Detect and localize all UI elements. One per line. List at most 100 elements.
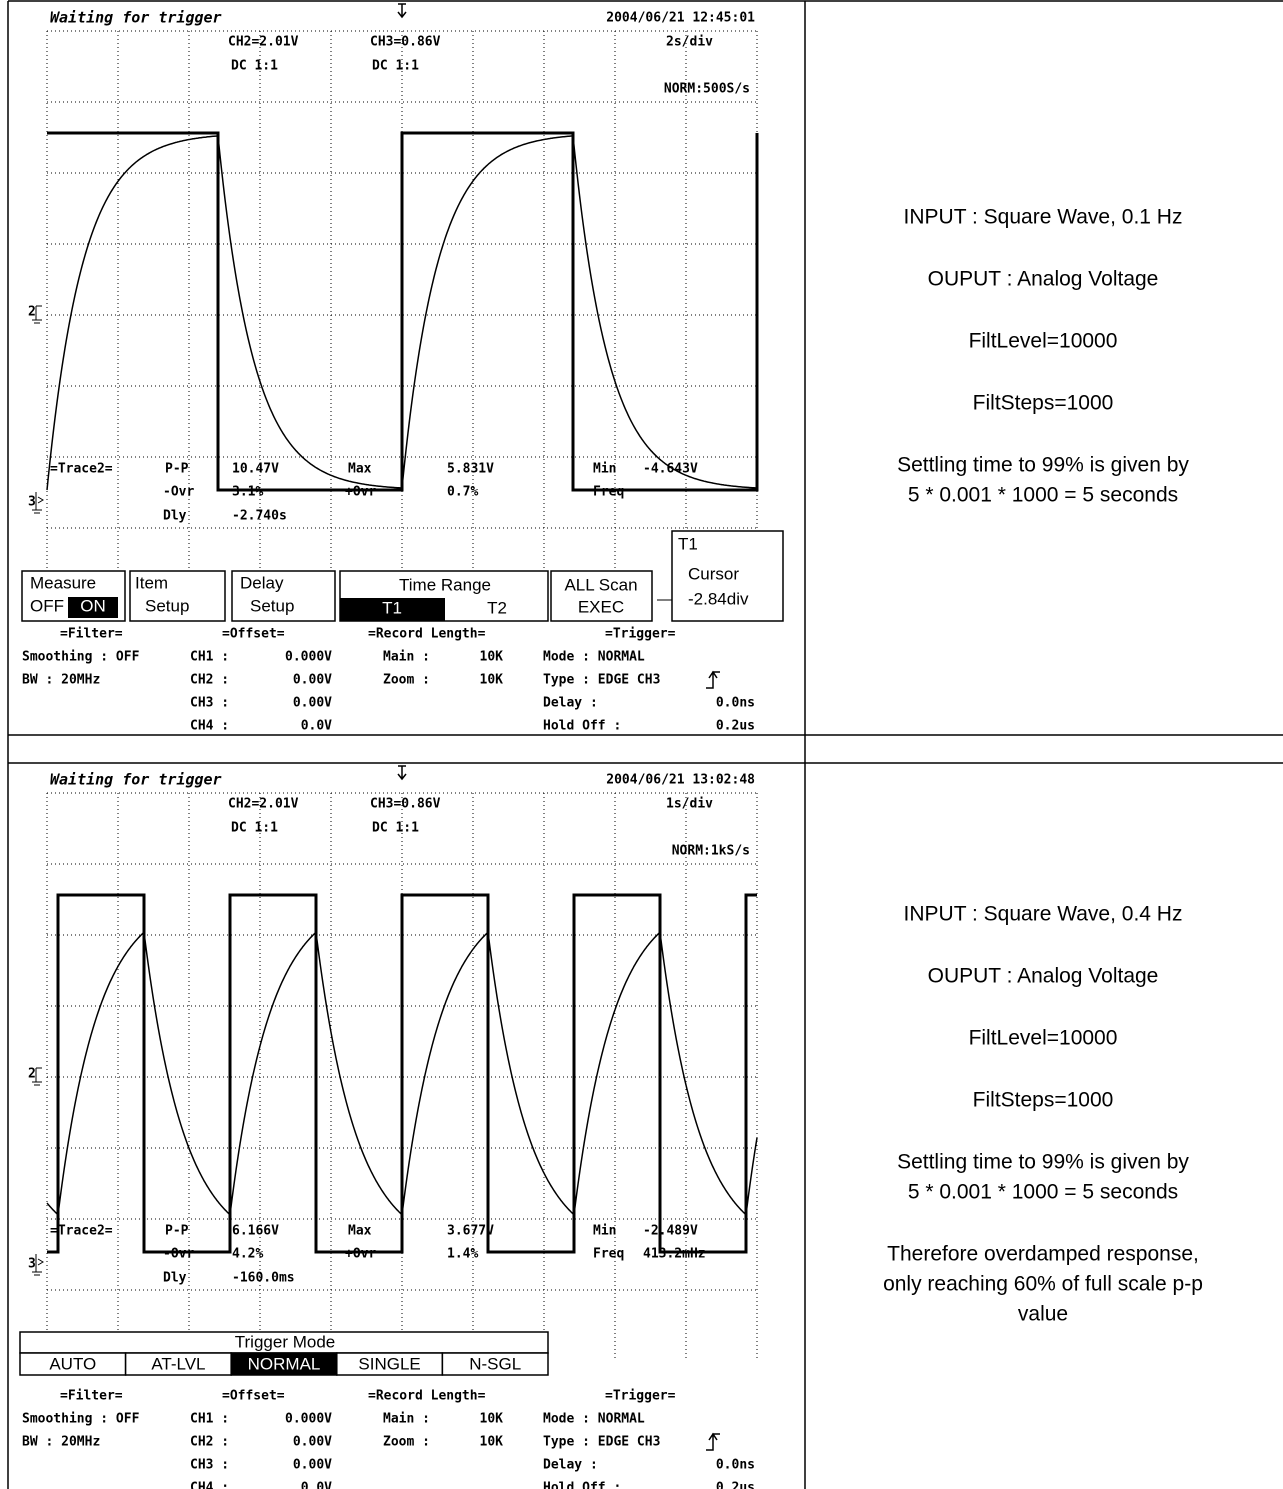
measurement: 6.166V xyxy=(232,1224,279,1239)
status-panel-text: Mode : NORMAL xyxy=(543,650,645,665)
square-trace xyxy=(47,133,757,490)
measurement: -2.740s xyxy=(232,509,287,524)
measurement: 5.831V xyxy=(447,462,494,477)
measurement: =Trace2= xyxy=(50,1224,113,1239)
square-trace xyxy=(47,895,757,1252)
ch3-setting: CH3=0.86V xyxy=(370,797,441,812)
status-panel-text: Delay : xyxy=(543,696,598,711)
measurement: 0.7% xyxy=(447,485,478,500)
ch3-marker: 3 xyxy=(28,495,36,510)
measurement: Dly xyxy=(163,1271,187,1286)
ch3-marker: 3 xyxy=(28,1257,36,1272)
status-panel-text: 10K xyxy=(480,673,504,688)
measurement: -4.643V xyxy=(643,462,698,477)
measurement: +Ovr xyxy=(345,1247,376,1262)
measurement: +Ovr xyxy=(345,485,376,500)
menu-option-label: N-SGL xyxy=(469,1354,521,1373)
status-panel-text: 0.2us xyxy=(716,719,755,734)
status-panel-text: 0.0V xyxy=(301,719,332,734)
softkey-option: ON xyxy=(80,596,106,615)
ch3-coupling: DC 1:1 xyxy=(372,821,419,836)
ch2-coupling: DC 1:1 xyxy=(231,821,278,836)
measurement: Min xyxy=(593,462,616,477)
status-panel-text: Delay : xyxy=(543,1458,598,1473)
ch2-coupling: DC 1:1 xyxy=(231,59,278,74)
sample-rate: NORM:500S/s xyxy=(664,82,750,97)
menu-option-label: NORMAL xyxy=(248,1354,321,1373)
measurement: -160.0ms xyxy=(232,1271,295,1286)
menu-option-label: SINGLE xyxy=(358,1354,420,1373)
timestamp: 2004/06/21 13:02:48 xyxy=(606,773,755,788)
measurement: -2.489V xyxy=(643,1224,698,1239)
measurement: Min xyxy=(593,1224,616,1239)
status-panel-text: 0.2us xyxy=(716,1481,755,1489)
ch2-marker: 2 xyxy=(28,305,36,320)
menu-option-label: AUTO xyxy=(49,1354,96,1373)
status-panel-text: =Record Length= xyxy=(368,1389,486,1404)
status-panel-text: 0.00V xyxy=(293,1435,332,1450)
note-line: Settling time to 99% is given by xyxy=(897,454,1189,477)
note-line: FiltLevel=10000 xyxy=(969,330,1118,353)
note-line: Settling time to 99% is given by xyxy=(897,1151,1189,1174)
status-panel-text: Mode : NORMAL xyxy=(543,1412,645,1427)
status-panel-text: BW : 20MHz xyxy=(22,673,100,688)
status: Waiting for trigger xyxy=(50,9,222,27)
softkey-label: Time Range xyxy=(399,575,491,594)
cursor-label: Cursor xyxy=(688,564,739,583)
measurement: 10.47V xyxy=(232,462,279,477)
measurement: Dly xyxy=(163,509,187,524)
softkey-label: Measure xyxy=(30,573,96,592)
softkey-label: Delay xyxy=(240,573,284,592)
ch2-setting: CH2=2.01V xyxy=(228,35,299,50)
measurement: P-P xyxy=(165,462,189,477)
note-line: 5 * 0.001 * 1000 = 5 seconds xyxy=(908,1181,1178,1204)
note-line: INPUT : Square Wave, 0.4 Hz xyxy=(904,903,1183,926)
ch3-setting: CH3=0.86V xyxy=(370,35,441,50)
status-panel-text: CH2 : xyxy=(190,1435,229,1450)
note-line: INPUT : Square Wave, 0.1 Hz xyxy=(904,206,1183,229)
status-panel-text: 0.0ns xyxy=(716,1458,755,1473)
status-panel-text: Smoothing : OFF xyxy=(22,1412,140,1427)
ch3-coupling: DC 1:1 xyxy=(372,59,419,74)
note-line: only reaching 60% of full scale p-p xyxy=(883,1273,1203,1296)
status-panel-text: CH2 : xyxy=(190,673,229,688)
menu-title: Trigger Mode xyxy=(235,1332,335,1351)
scope-screen: Waiting for trigger 2004/06/21 13:02:48 CH… xyxy=(20,766,757,1489)
measurement: Freq xyxy=(593,1247,624,1262)
status-panel-text: 0.000V xyxy=(285,650,332,665)
status-panel-text: =Offset= xyxy=(222,1389,285,1404)
softkey-option: T2 xyxy=(487,598,507,617)
status-panel-text: Hold Off : xyxy=(543,1481,621,1489)
measurement: -Ovr xyxy=(163,485,194,500)
status: Waiting for trigger xyxy=(50,771,222,789)
status-panel-text: 0.00V xyxy=(293,696,332,711)
page: Waiting for trigger 2004/06/21 12:45:01 CH… xyxy=(0,0,1283,1489)
note-line: OUPUT : Analog Voltage xyxy=(928,965,1159,988)
measurement: Freq xyxy=(593,485,624,500)
status-panel-text: Type : EDGE CH3 xyxy=(543,1435,660,1450)
note-line: Therefore overdamped response, xyxy=(887,1243,1199,1266)
status-panel-text: =Offset= xyxy=(222,627,285,642)
note-line: FiltSteps=1000 xyxy=(973,392,1114,415)
status-panel-text: Zoom : xyxy=(383,673,430,688)
measurement: 4.2% xyxy=(232,1247,263,1262)
cursor-value: -2.84div xyxy=(688,589,749,608)
measurement: -Ovr xyxy=(163,1247,194,1262)
status-panel-text: Smoothing : OFF xyxy=(22,650,140,665)
notes: INPUT : Square Wave, 0.4 Hz OUPUT : Analo… xyxy=(883,903,1203,1326)
measurement: 413.2mHz xyxy=(643,1247,706,1262)
status-panel-text: Type : EDGE CH3 xyxy=(543,673,660,688)
ch2-marker: 2 xyxy=(28,1067,36,1082)
softkey-label: Setup xyxy=(250,596,294,615)
scope-screen: Waiting for trigger 2004/06/21 12:45:01 CH… xyxy=(22,4,783,734)
timestamp: 2004/06/21 12:45:01 xyxy=(606,11,755,26)
status-panel-text: Main : xyxy=(383,1412,430,1427)
note-line: FiltSteps=1000 xyxy=(973,1089,1114,1112)
sample-rate: NORM:1kS/s xyxy=(672,844,750,859)
measurement: 1.4% xyxy=(447,1247,478,1262)
status-panel-text: Hold Off : xyxy=(543,719,621,734)
measurement: P-P xyxy=(165,1224,189,1239)
status-panel-text: 0.00V xyxy=(293,1458,332,1473)
softkey-option: T1 xyxy=(382,598,402,617)
